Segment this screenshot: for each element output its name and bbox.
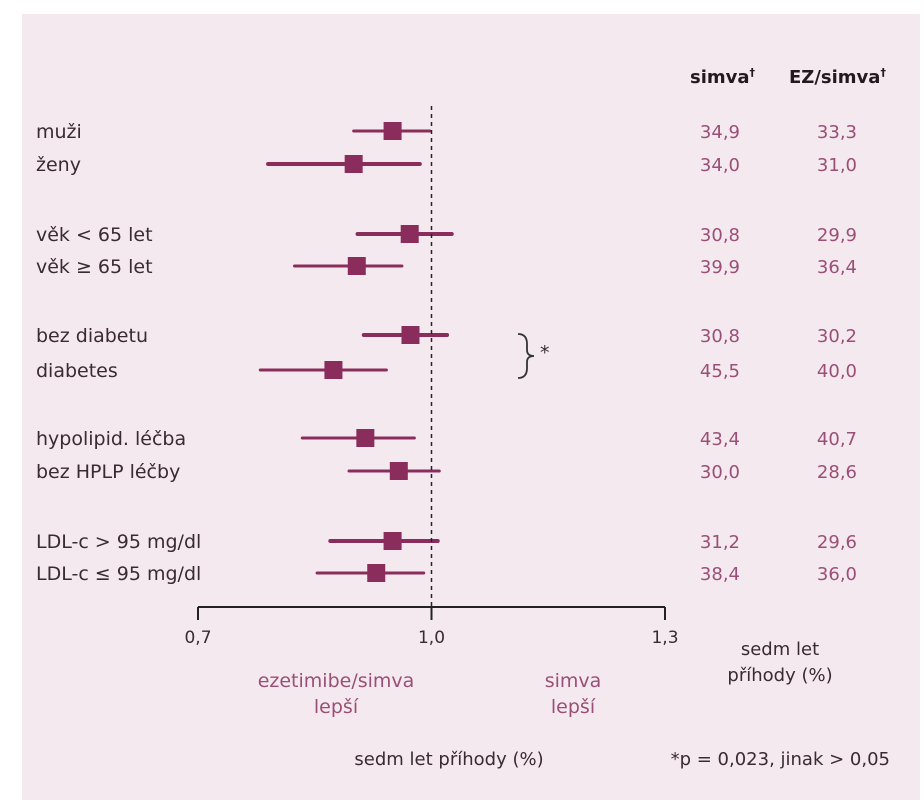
estimate-marker: [389, 462, 408, 480]
estimate-marker: [383, 122, 402, 140]
row-label: muži: [36, 121, 82, 143]
row-label: LDL-c > 95 mg/dl: [36, 531, 201, 553]
x-tick-label: 1,0: [418, 628, 445, 648]
left-label-line2: lepší: [314, 696, 359, 718]
x-tick-label: 0,7: [184, 628, 211, 648]
row-label: hypolipid. léčba: [36, 428, 186, 450]
row-label: bez diabetu: [36, 325, 148, 347]
header-ezsimva: EZ/simva†: [789, 66, 886, 88]
header-simva: simva†: [690, 66, 756, 88]
value-simva: 30,8: [700, 225, 740, 246]
value-simva: 30,8: [700, 326, 740, 347]
row-label: diabetes: [36, 360, 118, 382]
estimate-marker: [383, 532, 402, 550]
row-label: bez HPLP léčby: [36, 461, 180, 483]
chart-panel: [22, 14, 920, 800]
right-label-line1: simva: [545, 670, 602, 692]
row-label: ženy: [36, 154, 81, 176]
left-label-line1: ezetimibe/simva: [258, 670, 415, 692]
forest-rows: muži 34,9 33,3 ženy 34,0 31,0 věk < 65 let 30,8…: [36, 121, 857, 585]
x-axis-ticks: 0,7 1,0 1,3: [184, 607, 679, 648]
x-tick-label: 1,3: [651, 628, 678, 648]
column-caption-line2: příhody (%): [727, 665, 832, 686]
column-caption-line1: sedm let: [741, 639, 819, 660]
row-label: věk ≥ 65 let: [36, 256, 153, 278]
row-label: věk < 65 let: [36, 224, 153, 246]
estimate-marker: [347, 257, 366, 275]
estimate-marker: [367, 564, 386, 582]
value-ezsimva: 36,4: [817, 257, 857, 278]
value-simva: 30,0: [700, 462, 740, 483]
value-simva: 43,4: [700, 429, 740, 450]
value-simva: 34,9: [700, 122, 740, 143]
value-simva: 34,0: [700, 155, 740, 176]
estimate-marker: [356, 429, 375, 447]
row-label: LDL-c ≤ 95 mg/dl: [36, 563, 201, 585]
bracket-icon: [517, 333, 535, 379]
value-simva: 39,9: [700, 257, 740, 278]
value-ezsimva: 33,3: [817, 122, 857, 143]
value-ezsimva: 40,0: [817, 361, 857, 382]
estimate-marker: [401, 326, 420, 344]
value-simva: 45,5: [700, 361, 740, 382]
bracket-asterisk: *: [540, 342, 550, 364]
value-ezsimva: 31,0: [817, 155, 857, 176]
value-ezsimva: 36,0: [817, 564, 857, 585]
estimate-marker: [344, 155, 363, 173]
right-label-line2: lepší: [551, 696, 596, 718]
value-ezsimva: 28,6: [817, 462, 857, 483]
footnote: *p = 0,023, jinak > 0,05: [671, 749, 890, 770]
value-ezsimva: 30,2: [817, 326, 857, 347]
value-simva: 31,2: [700, 532, 740, 553]
estimate-marker: [400, 225, 419, 243]
value-ezsimva: 29,6: [817, 532, 857, 553]
value-simva: 38,4: [700, 564, 740, 585]
x-axis-title: sedm let příhody (%): [354, 749, 543, 770]
value-ezsimva: 29,9: [817, 225, 857, 246]
estimate-marker: [324, 361, 343, 379]
value-ezsimva: 40,7: [817, 429, 857, 450]
